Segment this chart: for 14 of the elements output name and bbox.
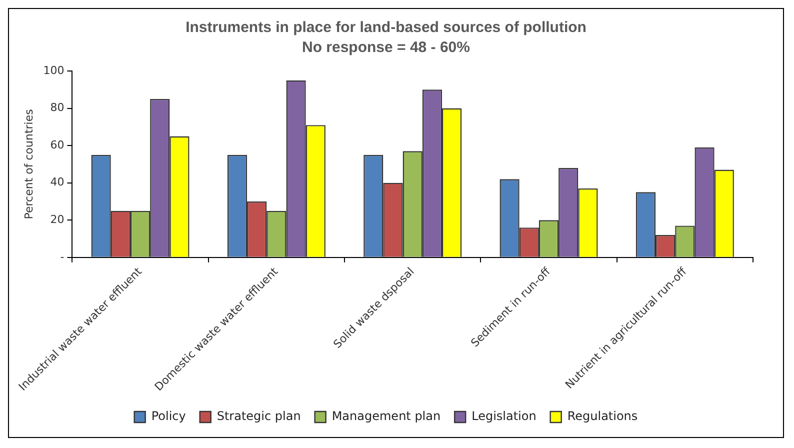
y-tick-label: 40 (50, 176, 64, 189)
legend-label: Strategic plan (216, 409, 301, 424)
legend-label: Regulations (567, 409, 638, 424)
chart-subtitle: No response = 48 - 60% (302, 39, 470, 56)
y-tick-label: 100 (43, 64, 64, 77)
y-tick-label: - (60, 250, 64, 264)
chart-title: Instruments in place for land-based sources of pollution (186, 19, 586, 36)
legend-label: Policy (151, 409, 186, 424)
legend-label: Legislation (472, 409, 536, 424)
y-tick-label: 80 (50, 101, 64, 114)
y-axis-title: Percent of countries (22, 108, 36, 220)
legend-label: Management plan (332, 409, 441, 424)
y-tick-label: 60 (50, 138, 64, 152)
y-tick-label: 20 (50, 212, 64, 226)
